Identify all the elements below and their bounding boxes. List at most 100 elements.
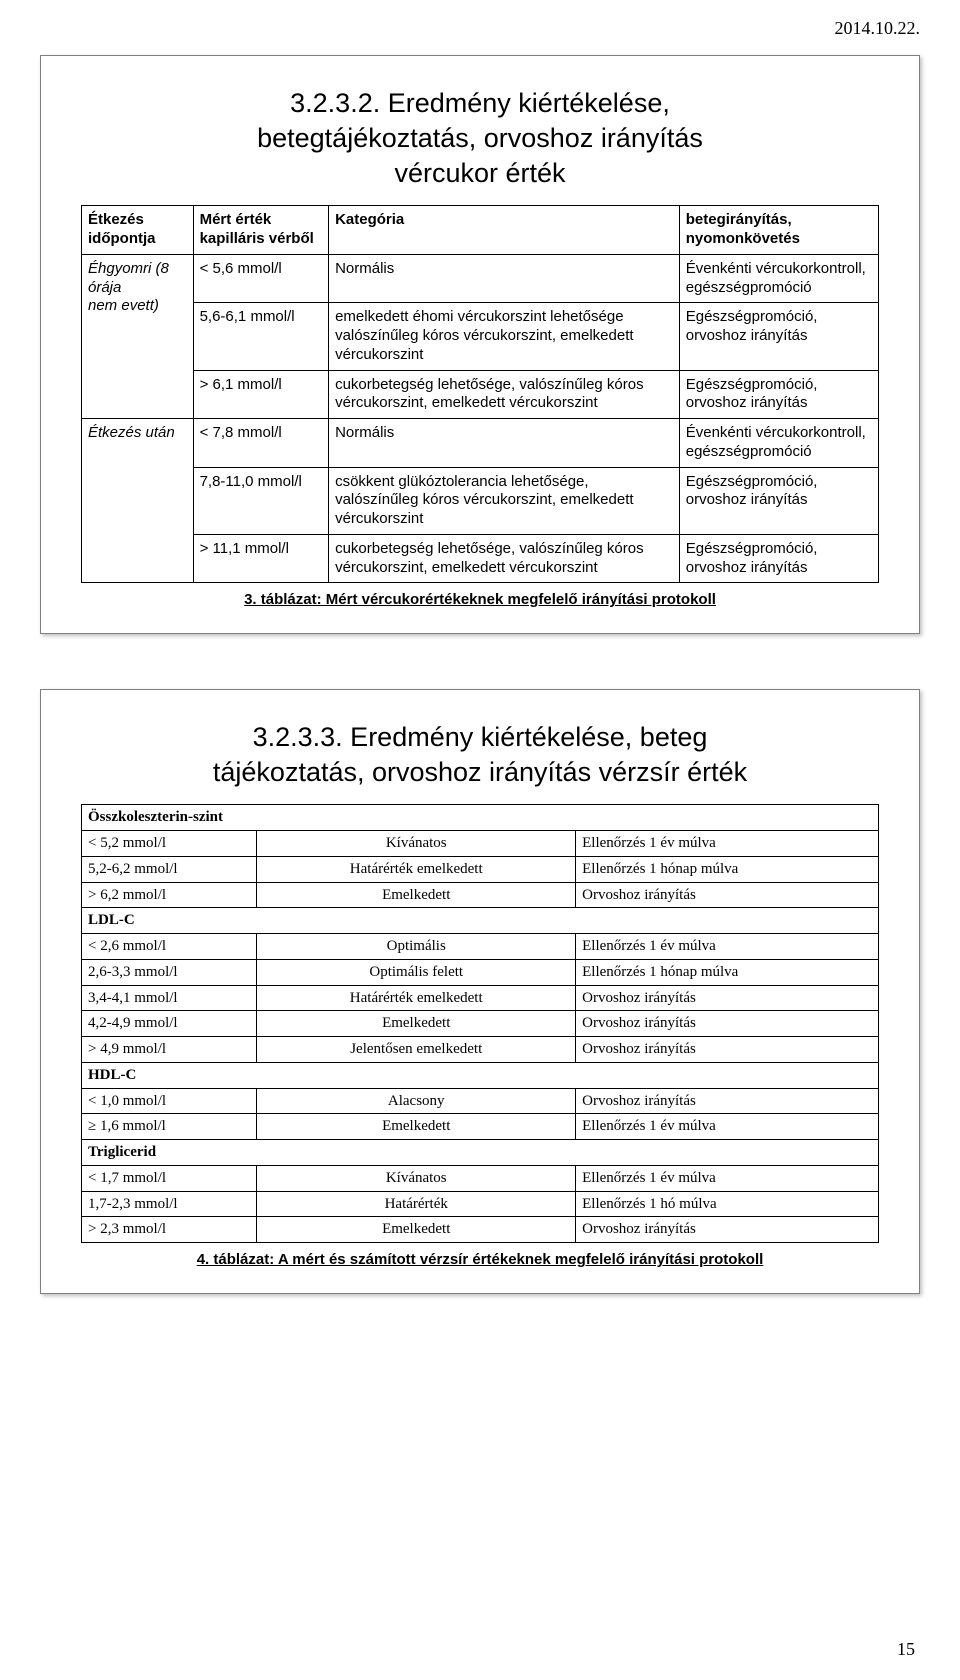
cell: 4,2-4,9 mmol/l [82,1011,257,1037]
panel1-title-l3: vércukor érték [394,158,565,188]
cell: 7,8-11,0 mmol/l [193,467,328,534]
cell: Évenkénti vércukorkontroll, egészségprom… [679,419,878,468]
section-header-row: HDL-C [82,1062,879,1088]
panel-blood-sugar: 3.2.3.2. Eredmény kiértékelése, betegtáj… [40,55,920,634]
cell: < 1,7 mmol/l [82,1165,257,1191]
cell: 5,6-6,1 mmol/l [193,303,328,370]
cell: Orvoshoz irányítás [576,1217,879,1243]
th-followup: betegirányítás, nyomonkövetés [679,206,878,255]
table1-caption: 3. táblázat: Mért vércukorértékeknek meg… [81,591,879,608]
section-header-cell: Triglicerid [82,1140,879,1166]
cell: Határérték emelkedett [257,985,576,1011]
cell: > 6,2 mmol/l [82,882,257,908]
table-row: Étkezés után < 7,8 mmol/l Normális Évenk… [82,419,879,468]
th-text: Mért érték [200,211,272,228]
cell-text: Éhgyomri (8 órája [88,260,169,296]
cell: > 11,1 mmol/l [193,534,328,583]
cell: Orvoshoz irányítás [576,985,879,1011]
cell: Jelentősen emelkedett [257,1037,576,1063]
header-date: 2014.10.22. [835,18,921,39]
section-header-row: Összkoleszterin-szint [82,805,879,831]
cell: 1,7-2,3 mmol/l [82,1191,257,1217]
section-header-cell: Összkoleszterin-szint [82,805,879,831]
table-row: > 6,1 mmol/l cukorbetegség lehetősége, v… [82,370,879,419]
panel2-title-l2: tájékoztatás, orvoshoz irányítás vérzsír… [213,757,747,787]
cell: Emelkedett [257,1011,576,1037]
section-header-cell: LDL-C [82,908,879,934]
table-row: < 1,0 mmol/lAlacsonyOrvoshoz irányítás [82,1088,879,1114]
table-row: ≥ 1,6 mmol/lEmelkedettEllenőrzés 1 év mú… [82,1114,879,1140]
cell: < 7,8 mmol/l [193,419,328,468]
section-header-row: Triglicerid [82,1140,879,1166]
cell: Egészségpromóció, orvoshoz irányítás [679,534,878,583]
table-row: Éhgyomri (8 órája nem evett) < 5,6 mmol/… [82,254,879,303]
cell: cukorbetegség lehetősége, valószínűleg k… [329,534,680,583]
table-row: < 2,6 mmol/lOptimálisEllenőrzés 1 év múl… [82,934,879,960]
cell: Egészségpromóció, orvoshoz irányítás [679,467,878,534]
cell: > 2,3 mmol/l [82,1217,257,1243]
cell: Emelkedett [257,882,576,908]
th-category: Kategória [329,206,680,255]
table-row: 7,8-11,0 mmol/l csökkent glükóztoleranci… [82,467,879,534]
cell: ≥ 1,6 mmol/l [82,1114,257,1140]
table-row: 1,7-2,3 mmol/lHatárértékEllenőrzés 1 hó … [82,1191,879,1217]
cell: 3,4-4,1 mmol/l [82,985,257,1011]
panel-blood-lipid: 3.2.3.3. Eredmény kiértékelése, beteg tá… [40,689,920,1294]
panel1-title-l1: 3.2.3.2. Eredmény kiértékelése, [290,88,670,118]
cell: Ellenőrzés 1 év múlva [576,1165,879,1191]
cell: < 2,6 mmol/l [82,934,257,960]
cell: Optimális felett [257,959,576,985]
cell: Orvoshoz irányítás [576,882,879,908]
th-meal-time: Étkezés időpontja [82,206,194,255]
table-row: 5,2-6,2 mmol/lHatárérték emelkedettEllen… [82,856,879,882]
cell: Ellenőrzés 1 hó múlva [576,1191,879,1217]
th-text: nyomonkövetés [686,230,800,247]
cell: < 5,6 mmol/l [193,254,328,303]
table-row: < 1,7 mmol/lKívánatosEllenőrzés 1 év múl… [82,1165,879,1191]
table-row: 5,6-6,1 mmol/l emelkedett éhomi vércukor… [82,303,879,370]
cell: Határérték [257,1191,576,1217]
table-row: 4,2-4,9 mmol/lEmelkedettOrvoshoz irányít… [82,1011,879,1037]
page-number: 15 [897,1639,915,1660]
table-row: 3,4-4,1 mmol/lHatárérték emelkedettOrvos… [82,985,879,1011]
cell: < 1,0 mmol/l [82,1088,257,1114]
cell: Éhgyomri (8 órája nem evett) [82,254,194,418]
cell: Ellenőrzés 1 év múlva [576,934,879,960]
cell: Határérték emelkedett [257,856,576,882]
cell: Emelkedett [257,1114,576,1140]
cell: Orvoshoz irányítás [576,1088,879,1114]
cell: 5,2-6,2 mmol/l [82,856,257,882]
cell: Kívánatos [257,831,576,857]
th-text: kapilláris vérből [200,230,314,247]
th-text: időpontja [88,230,156,247]
cell: cukorbetegség lehetősége, valószínűleg k… [329,370,680,419]
cell: emelkedett éhomi vércukorszint lehetőség… [329,303,680,370]
cell: > 4,9 mmol/l [82,1037,257,1063]
cell: Ellenőrzés 1 év múlva [576,1114,879,1140]
cell: csökkent glükóztolerancia lehetősége, va… [329,467,680,534]
cell: Orvoshoz irányítás [576,1037,879,1063]
cell: Normális [329,419,680,468]
panel2-title: 3.2.3.3. Eredmény kiértékelése, beteg tá… [81,720,879,790]
table-blood-lipid: Összkoleszterin-szint< 5,2 mmol/lKívánat… [81,804,879,1243]
cell: Egészségpromóció, orvoshoz irányítás [679,370,878,419]
panel2-title-l1: 3.2.3.3. Eredmény kiértékelése, beteg [253,722,708,752]
cell: Ellenőrzés 1 hónap múlva [576,959,879,985]
table-row: > 11,1 mmol/l cukorbetegség lehetősége, … [82,534,879,583]
cell-text: nem evett) [88,297,159,314]
section-header-row: LDL-C [82,908,879,934]
panel1-title: 3.2.3.2. Eredmény kiértékelése, betegtáj… [81,86,879,191]
table2-caption: 4. táblázat: A mért és számított vérzsír… [81,1251,879,1268]
th-value: Mért érték kapilláris vérből [193,206,328,255]
section-header-cell: HDL-C [82,1062,879,1088]
cell: Évenkénti vércukorkontroll, egészségprom… [679,254,878,303]
th-text: betegirányítás, [686,211,792,228]
cell: Ellenőrzés 1 hónap múlva [576,856,879,882]
cell: Étkezés után [82,419,194,583]
cell: Alacsony [257,1088,576,1114]
table-header-row: Étkezés időpontja Mért érték kapilláris … [82,206,879,255]
cell: > 6,1 mmol/l [193,370,328,419]
cell: 2,6-3,3 mmol/l [82,959,257,985]
cell: Kívánatos [257,1165,576,1191]
cell: Emelkedett [257,1217,576,1243]
